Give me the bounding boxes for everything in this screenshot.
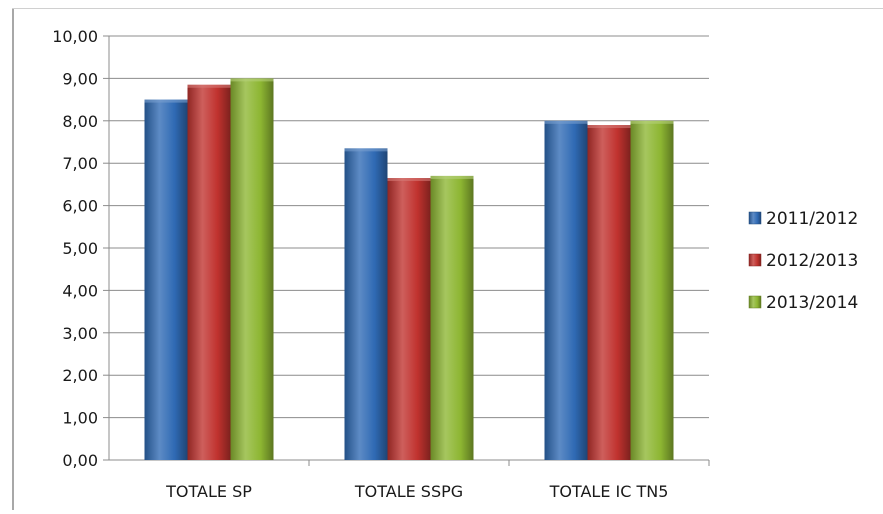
legend-label: 2013/2014	[766, 293, 858, 313]
legend-swatch	[748, 295, 762, 309]
legend-swatch	[748, 211, 762, 225]
bar-top-highlight	[630, 120, 674, 124]
bar-top-highlight	[387, 178, 431, 182]
y-tick-labels: 0,00 1,00 2,00 3,00 4,00 5,00 6,00 7,00 8,00 9,00…	[52, 27, 98, 470]
bar-top-highlight	[230, 78, 274, 82]
bar-top-highlight	[587, 125, 631, 129]
y-tick-label: 8,00	[62, 112, 98, 131]
bars	[144, 78, 674, 461]
x-category-label: TOTALE IC TN5	[549, 482, 669, 501]
y-tick-label: 5,00	[62, 239, 98, 258]
bar-2013-2014-totale-sp	[230, 78, 274, 461]
bar-2012-2013-totale-ic-tn5	[587, 125, 631, 460]
legend-label: 2011/2012	[766, 209, 858, 229]
y-tick-label: 6,00	[62, 197, 98, 216]
y-tick-label: 7,00	[62, 154, 98, 173]
legend-swatch	[748, 253, 762, 267]
legend-label: 2012/2013	[766, 251, 858, 271]
bar-top-highlight	[430, 175, 474, 179]
bar-top-highlight	[544, 120, 588, 124]
y-tick-label: 9,00	[62, 69, 98, 88]
chart-frame-top-border	[12, 8, 883, 9]
x-category-labels: TOTALE SP TOTALE SSPG TOTALE IC TN5	[165, 482, 668, 501]
bar-2012-2013-totale-sspg	[387, 178, 431, 461]
y-tick-label: 3,00	[62, 324, 98, 343]
chart-frame-left-border	[12, 8, 14, 510]
y-tick-label: 1,00	[62, 409, 98, 428]
x-category-label: TOTALE SSPG	[354, 482, 463, 501]
y-tick-label: 10,00	[52, 27, 98, 46]
bar-top-highlight	[144, 99, 188, 103]
y-tick-label: 0,00	[62, 451, 98, 470]
bar-2011-2012-totale-sspg	[344, 148, 388, 461]
legend: 2011/2012 2012/2013 2013/2014	[748, 209, 858, 313]
bar-top-highlight	[187, 84, 231, 88]
bar-2011-2012-totale-sp	[144, 99, 188, 460]
bar-2013-2014-totale-sspg	[430, 175, 474, 461]
bar-top-highlight	[344, 148, 388, 152]
bar-2013-2014-totale-ic-tn5	[630, 120, 674, 461]
x-category-label: TOTALE SP	[165, 482, 252, 501]
bar-2011-2012-totale-ic-tn5	[544, 120, 588, 461]
bar-2012-2013-totale-sp	[187, 84, 231, 460]
y-tick-label: 2,00	[62, 366, 98, 385]
y-tick-label: 4,00	[62, 281, 98, 300]
